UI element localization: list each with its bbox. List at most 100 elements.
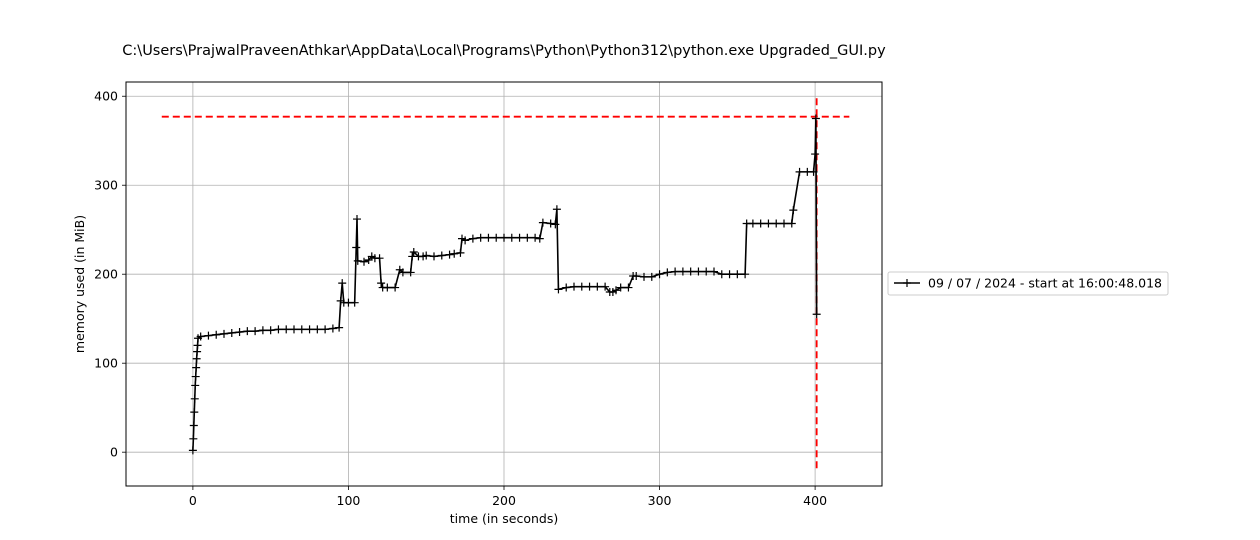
x-axis-ticks: 0 100 200 300 400 (189, 486, 827, 508)
data-point-marker (468, 234, 477, 243)
data-point-marker (789, 206, 798, 215)
data-point-marker (795, 167, 804, 176)
y-axis-ticks: 0 100 200 300 400 (94, 89, 126, 460)
data-point-marker (297, 325, 306, 334)
data-point-marker (531, 233, 540, 242)
data-point-marker (391, 283, 400, 292)
data-point-marker (647, 272, 656, 281)
grid-lines (126, 82, 882, 486)
data-point-marker (577, 282, 586, 291)
data-point-marker (192, 363, 201, 372)
data-point-marker (655, 270, 664, 279)
data-point-marker (406, 268, 415, 277)
chart-title: C:\Users\PrajwalPraveenAthkar\AppData\Lo… (122, 43, 886, 59)
legend-entry-label: 09 / 07 / 2024 - start at 16:00:48.018 (928, 276, 1162, 291)
data-point-marker (190, 394, 199, 403)
data-point-marker (725, 270, 734, 279)
data-point-marker (422, 251, 431, 260)
data-point-marker (189, 434, 198, 443)
series-layer (188, 114, 821, 455)
data-point-marker (375, 254, 384, 263)
data-point-marker (538, 218, 547, 227)
data-point-marker (437, 251, 446, 260)
data-point-marker (189, 421, 198, 430)
y-tick-label: 0 (110, 445, 118, 460)
data-point-marker (710, 267, 718, 276)
data-point-marker (335, 323, 344, 332)
data-point-marker (360, 257, 368, 266)
data-point-marker (562, 283, 571, 292)
data-point-marker (212, 330, 221, 339)
data-point-marker (338, 279, 347, 288)
data-point-marker (492, 233, 501, 242)
data-point-marker (507, 233, 516, 242)
x-axis-label: time (in seconds) (450, 511, 558, 526)
data-point-marker (756, 219, 765, 228)
data-point-marker (188, 446, 197, 455)
data-point-marker (535, 234, 544, 243)
data-point-marker (353, 215, 361, 224)
data-point-marker (290, 325, 298, 334)
data-point-marker (612, 286, 620, 295)
data-point-marker (476, 233, 485, 242)
data-point-marker (191, 381, 200, 390)
data-point-marker (251, 327, 260, 336)
data-point-marker (663, 268, 672, 277)
data-point-marker (305, 325, 314, 334)
data-point-marker (686, 267, 695, 276)
data-point-marker (227, 328, 236, 337)
reference-lines (161, 98, 850, 469)
legend-plus-marker (903, 279, 911, 287)
data-point-marker (500, 233, 508, 242)
data-point-marker (552, 205, 561, 214)
data-point-marker (352, 243, 361, 252)
data-point-marker (593, 282, 602, 291)
data-point-marker (409, 247, 418, 256)
data-point-marker (772, 219, 781, 228)
data-point-marker (274, 325, 283, 334)
y-tick-label: 100 (94, 356, 118, 371)
series-line (192, 117, 818, 451)
x-tick-label: 100 (337, 493, 361, 508)
data-point-marker (192, 354, 201, 363)
data-point-marker (632, 271, 641, 280)
data-point-marker (377, 279, 386, 288)
data-point-marker (616, 283, 625, 292)
legend: 09 / 07 / 2024 - start at 16:00:48.018 (887, 271, 1169, 296)
data-point-marker (811, 150, 820, 159)
data-point-marker (554, 285, 563, 294)
data-point-marker (694, 267, 703, 276)
x-tick-label: 200 (492, 493, 516, 508)
data-point-marker (204, 331, 213, 340)
data-point-marker (640, 272, 648, 281)
data-point-marker (484, 233, 493, 242)
data-point-marker (585, 282, 594, 291)
data-point-marker (717, 270, 726, 279)
data-point-marker (748, 219, 757, 228)
data-point-marker (328, 324, 337, 333)
data-point-marker (450, 249, 459, 258)
data-point-marker (321, 325, 330, 334)
data-point-marker (570, 282, 578, 291)
data-point-marker (350, 298, 359, 307)
data-point-marker (523, 233, 532, 242)
data-point-marker (235, 328, 244, 337)
data-point-marker (193, 341, 202, 350)
data-point-marker (624, 283, 633, 292)
data-point-marker (220, 329, 228, 338)
data-point-marker (430, 252, 438, 261)
data-point-marker (551, 220, 560, 229)
data-point-marker (461, 236, 470, 245)
data-point-marker (398, 268, 407, 277)
x-tick-label: 300 (648, 493, 672, 508)
data-point-marker (190, 408, 199, 417)
y-tick-label: 400 (94, 89, 118, 104)
data-point-marker (741, 270, 750, 279)
data-point-marker (671, 267, 680, 276)
data-point-marker (812, 310, 821, 319)
data-point-marker (196, 332, 205, 341)
data-point-marker (383, 283, 392, 292)
data-point-marker (780, 219, 788, 228)
data-point-marker (678, 267, 687, 276)
